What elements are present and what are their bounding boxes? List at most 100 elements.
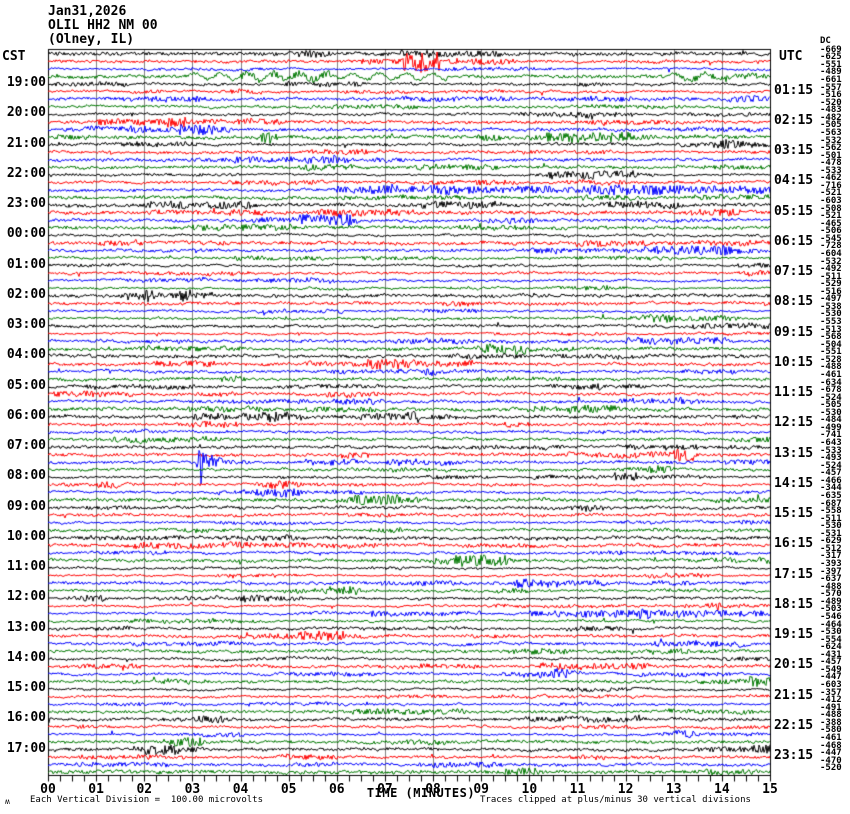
- utc-hour-label: 15:15: [774, 506, 814, 522]
- utc-hour-label: 21:15: [774, 687, 814, 703]
- dc-offset-value: -661: [820, 75, 842, 86]
- dc-offset-value: -530: [820, 407, 842, 418]
- utc-hour-label: 02:15: [774, 112, 814, 128]
- cst-hour-label: 15:00: [6, 680, 46, 696]
- cst-hour-label: 01:00: [6, 256, 46, 272]
- minute-tick-label: 02: [136, 782, 153, 797]
- minute-tick-label: 15: [762, 782, 778, 797]
- dc-offset-value: -568: [820, 332, 842, 343]
- dc-offset-value: -580: [820, 725, 842, 736]
- dc-offset-value: -728: [820, 241, 842, 252]
- dc-offset-value: -524: [820, 392, 842, 403]
- dc-offset-value: -397: [820, 566, 842, 577]
- dc-offset-value: -557: [820, 82, 842, 93]
- dc-offset-value: -603: [820, 680, 842, 691]
- dc-offset-value: -678: [820, 385, 842, 396]
- minute-tick-label: 12: [617, 782, 634, 797]
- dc-offset-value: -570: [820, 589, 842, 600]
- dc-offset-value: -505: [820, 400, 842, 411]
- minute-tick-label: 08: [425, 782, 441, 797]
- corner-squiggle-glyph: ʍ: [5, 797, 10, 806]
- footer-scale-note: Each Vertical Division = 100.00 microvol…: [30, 795, 263, 805]
- dc-offset-value: -634: [820, 377, 842, 388]
- dc-offset-value: -521: [820, 188, 842, 199]
- dc-offset-value: -447: [820, 748, 842, 759]
- dc-offset-value: -478: [820, 158, 842, 169]
- dc-offset-value: -506: [820, 226, 842, 237]
- cst-hour-label: 21:00: [6, 135, 46, 151]
- dc-offset-value: -492: [820, 264, 842, 275]
- dc-offset-value: -357: [820, 687, 842, 698]
- dc-offset-value: -558: [820, 506, 842, 517]
- dc-offset-value: -470: [820, 755, 842, 766]
- dc-offset-value: -530: [820, 309, 842, 320]
- dc-offset-value: -468: [820, 740, 842, 751]
- dc-offset-value: -412: [820, 695, 842, 706]
- dc-offset-value: -464: [820, 619, 842, 630]
- dc-offset-value: -532: [820, 256, 842, 267]
- cst-hour-label: 07:00: [6, 438, 46, 454]
- utc-hour-label: 14:15: [774, 475, 814, 491]
- utc-hour-label: 09:15: [774, 324, 814, 340]
- dc-offset-value: -501: [820, 150, 842, 161]
- dc-offset-value: -447: [820, 672, 842, 683]
- dc-offset-value: -635: [820, 490, 842, 501]
- dc-offset-value: -549: [820, 664, 842, 675]
- dc-offset-value: -504: [820, 339, 842, 350]
- dc-offset-value: -388: [820, 717, 842, 728]
- utc-hour-label: 23:15: [774, 748, 814, 764]
- utc-hour-label: 11:15: [774, 385, 814, 401]
- dc-offset-value: -604: [820, 248, 842, 259]
- dc-offset-value: -625: [820, 52, 842, 63]
- minute-tick-label: 03: [184, 782, 201, 797]
- dc-offset-value: -716: [820, 180, 842, 191]
- cst-hour-label: 23:00: [6, 196, 46, 212]
- minute-tick-label: 01: [88, 782, 104, 797]
- dc-offset-value: -457: [820, 657, 842, 668]
- cst-hour-label: 19:00: [6, 75, 46, 91]
- dc-offset-value: -465: [820, 218, 842, 229]
- dc-offset-value: -488: [820, 710, 842, 721]
- dc-offset-value: -562: [820, 143, 842, 154]
- dc-offset-value: -499: [820, 422, 842, 433]
- dc-offset-value: -741: [820, 430, 842, 441]
- cst-hour-label: 06:00: [6, 407, 46, 423]
- utc-hour-label: 20:15: [774, 657, 814, 673]
- dc-offset-value: -462: [820, 173, 842, 184]
- dc-offset-value: -484: [820, 415, 842, 426]
- dc-offset-value: -554: [820, 634, 842, 645]
- dc-offset-value: -637: [820, 574, 842, 585]
- dc-offset-value: -488: [820, 362, 842, 373]
- footer-clip-note: Traces clipped at plus/minus 30 vertical…: [480, 795, 751, 805]
- dc-offset-value: -551: [820, 59, 842, 70]
- minute-tick-label: 11: [569, 782, 586, 797]
- dc-offset-value: -528: [820, 354, 842, 365]
- cst-hour-label: 02:00: [6, 286, 46, 302]
- dc-offset-value: -466: [820, 475, 842, 486]
- utc-hour-label: 10:15: [774, 354, 814, 370]
- dc-offset-value: -551: [820, 347, 842, 358]
- dc-offset-value: -603: [820, 196, 842, 207]
- time-axis-title: TIME (MINUTES): [366, 786, 476, 800]
- dc-offset-value: -508: [820, 203, 842, 214]
- minute-tick-label: 07: [377, 782, 393, 797]
- dc-offset-value: -431: [820, 649, 842, 660]
- cst-hour-label: 08:00: [6, 468, 46, 484]
- dc-offset-value: -520: [820, 97, 842, 108]
- dc-offset-value: -553: [820, 317, 842, 328]
- cst-hour-label: 20:00: [6, 105, 46, 121]
- utc-hour-label: 04:15: [774, 173, 814, 189]
- dc-offset-value: -546: [820, 611, 842, 622]
- dc-offset-value: -503: [820, 604, 842, 615]
- cst-hour-label: 11:00: [6, 559, 46, 575]
- dc-offset-value: -511: [820, 271, 842, 282]
- dc-offset-value: -538: [820, 301, 842, 312]
- dc-offset-value: -488: [820, 581, 842, 592]
- utc-hour-label: 05:15: [774, 203, 814, 219]
- dc-offset-value: -516: [820, 286, 842, 297]
- utc-hour-label: 06:15: [774, 233, 814, 249]
- cst-hour-label: 16:00: [6, 710, 46, 726]
- dc-offset-value: -511: [820, 513, 842, 524]
- minute-tick-label: 13: [665, 782, 682, 797]
